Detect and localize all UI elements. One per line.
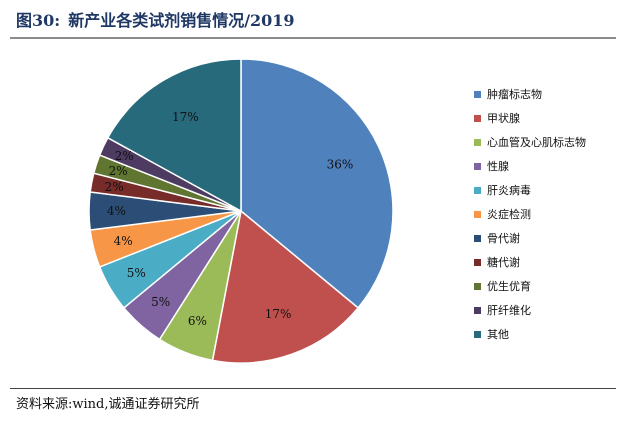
legend-swatch-icon <box>474 162 481 170</box>
slice-value-label-10: 2% <box>115 149 134 163</box>
figure-number: 图30: <box>16 11 61 30</box>
legend-item-6: 炎症检测 <box>474 202 622 226</box>
legend-label: 心血管及心肌标志物 <box>487 136 586 149</box>
slice-value-label-6: 4% <box>114 234 133 248</box>
slice-value-label-3: 6% <box>188 314 207 328</box>
legend-swatch-icon <box>474 258 481 266</box>
pie-slice-2 <box>211 209 360 364</box>
legend-label: 甲状腺 <box>487 112 520 125</box>
slice-value-label-8: 2% <box>105 180 124 194</box>
legend-label: 炎症检测 <box>487 208 531 221</box>
slice-value-label-4: 5% <box>151 295 170 309</box>
legend-swatch-icon <box>474 90 481 98</box>
legend-item-11: 其他 <box>474 322 622 346</box>
legend-swatch-icon <box>474 234 481 242</box>
legend-swatch-icon <box>474 138 481 146</box>
chart-legend: 肿瘤标志物甲状腺心血管及心肌标志物 性腺肝炎病毒炎症检测骨代谢糖代谢优生优育肝纤维… <box>474 82 622 346</box>
legend-label: 性腺 <box>487 160 509 173</box>
legend-swatch-icon <box>474 114 481 122</box>
legend-item-4: 性腺 <box>474 154 622 178</box>
pie-slice-labels: 36%17%6%5%5%4%4%2%2%2%17% <box>105 110 354 328</box>
pie-slice-1 <box>240 58 394 309</box>
pie-slice-11 <box>106 58 242 213</box>
bottom-rule <box>10 388 616 389</box>
legend-swatch-icon <box>474 282 481 290</box>
legend-swatch-icon <box>474 306 481 314</box>
legend-item-1: 肿瘤标志物 <box>474 82 622 106</box>
legend-item-5: 肝炎病毒 <box>474 178 622 202</box>
legend-label: 肝炎病毒 <box>487 184 531 197</box>
slice-value-label-9: 2% <box>109 164 128 178</box>
legend-item-2: 甲状腺 <box>474 106 622 130</box>
pie-chart: 36%17%6%5%5%4%4%2%2%2%17% <box>88 58 394 364</box>
slice-value-label-11: 17% <box>172 110 199 124</box>
legend-swatch-icon <box>474 186 481 194</box>
pie-slices <box>88 58 394 364</box>
legend-label: 肝纤维化 <box>487 304 531 317</box>
legend-swatch-icon <box>474 210 481 218</box>
slice-value-label-2: 17% <box>265 307 292 321</box>
legend-label: 优生优育 <box>487 280 531 293</box>
legend-item-7: 骨代谢 <box>474 226 622 250</box>
slice-value-label-5: 5% <box>127 266 146 280</box>
legend-label: 糖代谢 <box>487 256 520 269</box>
legend-item-3: 心血管及心肌标志物 <box>474 130 622 154</box>
source-note: 资料来源:wind,诚通证券研究所 <box>16 397 200 412</box>
legend-item-10: 肝纤维化 <box>474 298 622 322</box>
legend-label: 其他 <box>487 328 509 341</box>
legend-label: 肿瘤标志物 <box>487 88 542 101</box>
figure-title-text: 新产业各类试剂销售情况/2019 <box>68 11 295 30</box>
slice-value-label-1: 36% <box>327 157 354 171</box>
legend-label: 骨代谢 <box>487 232 520 245</box>
legend-item-9: 优生优育 <box>474 274 622 298</box>
slice-value-label-7: 4% <box>107 204 126 218</box>
top-rule <box>10 37 616 39</box>
figure-title: 图30: 新产业各类试剂销售情况/2019 <box>16 8 616 34</box>
legend-item-8: 糖代谢 <box>474 250 622 274</box>
legend-swatch-icon <box>474 330 481 338</box>
